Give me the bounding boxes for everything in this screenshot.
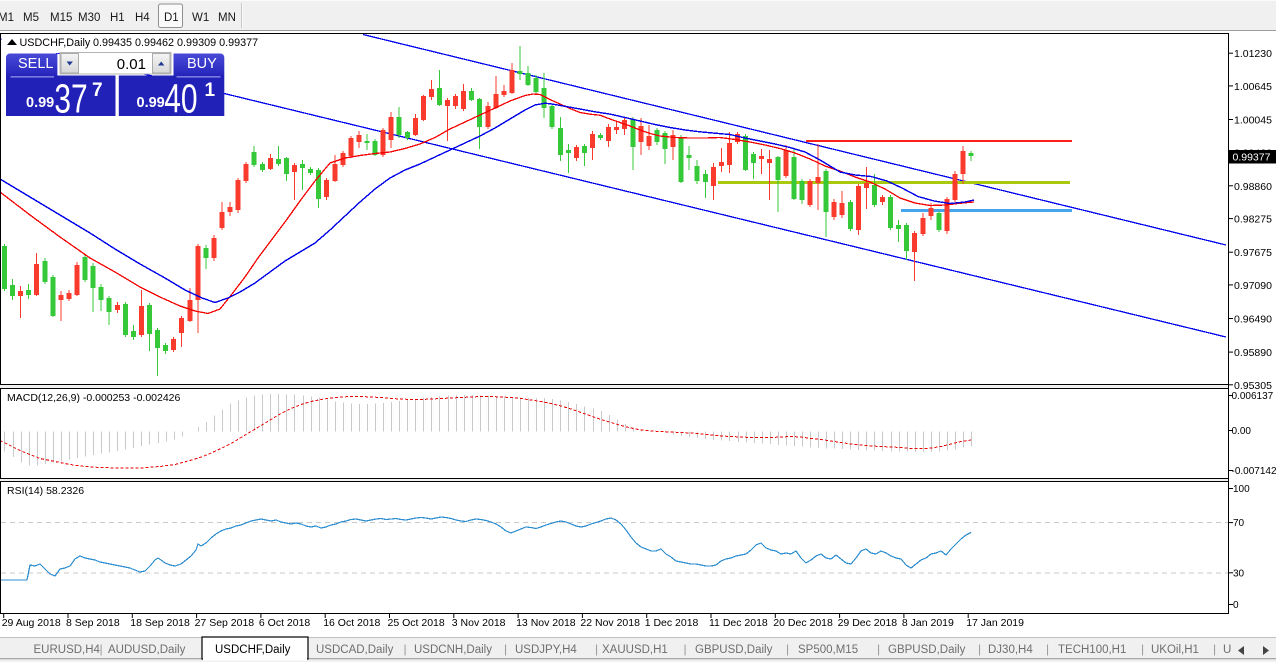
svg-text:1: 1: [205, 80, 216, 101]
svg-text:D1: D1: [164, 12, 179, 24]
svg-text:0.99: 0.99: [137, 95, 165, 111]
svg-text:|: |: [1213, 642, 1216, 656]
svg-text:USDCHF,Daily: USDCHF,Daily: [215, 644, 291, 656]
svg-text:MN: MN: [218, 12, 236, 24]
svg-text:H4: H4: [135, 12, 150, 24]
svg-text:|: |: [100, 642, 103, 656]
svg-text:29 Aug 2018: 29 Aug 2018: [2, 617, 61, 629]
svg-text:M30: M30: [78, 12, 100, 24]
svg-text:UKOil,H1: UKOil,H1: [1151, 644, 1199, 656]
svg-text:0.99377: 0.99377: [1233, 152, 1271, 164]
svg-text:100: 100: [1233, 484, 1250, 495]
svg-text:18 Sep 2018: 18 Sep 2018: [130, 617, 190, 629]
svg-text:70: 70: [1233, 518, 1245, 529]
svg-text:|: |: [786, 642, 789, 656]
svg-text:0: 0: [1233, 600, 1239, 611]
svg-text:SP500,M15: SP500,M15: [798, 644, 858, 656]
svg-text:27 Sep 2018: 27 Sep 2018: [195, 617, 255, 629]
svg-text:U: U: [1223, 644, 1231, 656]
svg-text:16 Oct 2018: 16 Oct 2018: [323, 617, 380, 629]
svg-text:RSI(14) 58.2326: RSI(14) 58.2326: [7, 485, 84, 497]
svg-text:0.98275: 0.98275: [1234, 214, 1272, 226]
svg-text:MACD(12,26,9) -0.000253 -0.002: MACD(12,26,9) -0.000253 -0.002426: [7, 392, 181, 404]
svg-text:USDJPY,H4: USDJPY,H4: [515, 644, 577, 656]
svg-text:3 Nov 2018: 3 Nov 2018: [452, 617, 506, 629]
svg-text:0.01: 0.01: [117, 56, 146, 73]
svg-text:1.00045: 1.00045: [1234, 115, 1272, 127]
svg-text:17 Jan 2019: 17 Jan 2019: [966, 617, 1024, 629]
svg-text:8 Sep 2018: 8 Sep 2018: [66, 617, 120, 629]
svg-text:0.95305: 0.95305: [1234, 380, 1272, 392]
svg-text:|: |: [504, 642, 507, 656]
svg-text:0.99: 0.99: [26, 95, 54, 111]
svg-text:13 Nov 2018: 13 Nov 2018: [516, 617, 576, 629]
svg-text:XAUUSD,H1: XAUUSD,H1: [602, 644, 668, 656]
svg-text:DJ30,H4: DJ30,H4: [988, 644, 1033, 656]
svg-text:20 Dec 2018: 20 Dec 2018: [773, 617, 833, 629]
svg-text:|: |: [1141, 642, 1144, 656]
svg-text:H1: H1: [110, 12, 125, 24]
svg-text:GBPUSD,Daily: GBPUSD,Daily: [695, 644, 773, 656]
svg-text:|: |: [684, 642, 687, 656]
svg-text:AUDUSD,Daily: AUDUSD,Daily: [108, 644, 186, 656]
svg-text:0.97090: 0.97090: [1234, 280, 1272, 292]
svg-text:0.95890: 0.95890: [1234, 347, 1272, 359]
svg-text:BUY: BUY: [187, 56, 217, 72]
svg-text:0.00: 0.00: [1232, 426, 1252, 437]
svg-text:6 Oct 2018: 6 Oct 2018: [259, 617, 311, 629]
svg-text:11 Dec 2018: 11 Dec 2018: [709, 617, 768, 629]
svg-text:29 Dec 2018: 29 Dec 2018: [838, 617, 898, 629]
svg-text:0.98860: 0.98860: [1234, 181, 1272, 193]
svg-text:30: 30: [1233, 568, 1245, 579]
svg-text:8 Jan 2019: 8 Jan 2019: [902, 617, 954, 629]
svg-text:1.00645: 1.00645: [1234, 81, 1272, 93]
svg-text:GBPUSD,Daily: GBPUSD,Daily: [888, 644, 966, 656]
svg-text:USDCAD,Daily: USDCAD,Daily: [316, 644, 394, 656]
svg-text:0.99435 0.99462 0.99309 0.9937: 0.99435 0.99462 0.99309 0.99377: [93, 37, 258, 49]
svg-text:USDCNH,Daily: USDCNH,Daily: [414, 644, 492, 656]
svg-text:M5: M5: [23, 12, 39, 24]
svg-text:22 Nov 2018: 22 Nov 2018: [580, 617, 640, 629]
svg-text:25 Oct 2018: 25 Oct 2018: [388, 617, 445, 629]
svg-text:|: |: [1046, 642, 1049, 656]
svg-text:1.01230: 1.01230: [1234, 48, 1272, 60]
svg-text:0.006137: 0.006137: [1232, 391, 1274, 402]
svg-text:|: |: [978, 642, 981, 656]
svg-text:M15: M15: [50, 12, 72, 24]
svg-text:7: 7: [92, 80, 103, 101]
svg-text:TECH100,H1: TECH100,H1: [1058, 644, 1126, 656]
svg-text:40: 40: [164, 76, 197, 122]
svg-text:-0.007142: -0.007142: [1232, 466, 1276, 477]
svg-text:|: |: [404, 642, 407, 656]
svg-text:|: |: [595, 642, 598, 656]
svg-text:W1: W1: [192, 12, 209, 24]
svg-text:SELL: SELL: [18, 56, 53, 72]
svg-text:0.97675: 0.97675: [1234, 247, 1272, 259]
svg-text:USDCHF,Daily: USDCHF,Daily: [20, 37, 91, 49]
svg-text:|: |: [877, 642, 880, 656]
svg-text:M1: M1: [0, 12, 14, 24]
svg-text:1 Dec 2018: 1 Dec 2018: [645, 617, 699, 629]
svg-text:37: 37: [54, 76, 87, 122]
svg-text:0.96490: 0.96490: [1234, 314, 1272, 326]
svg-text:EURUSD,H4: EURUSD,H4: [34, 644, 101, 656]
